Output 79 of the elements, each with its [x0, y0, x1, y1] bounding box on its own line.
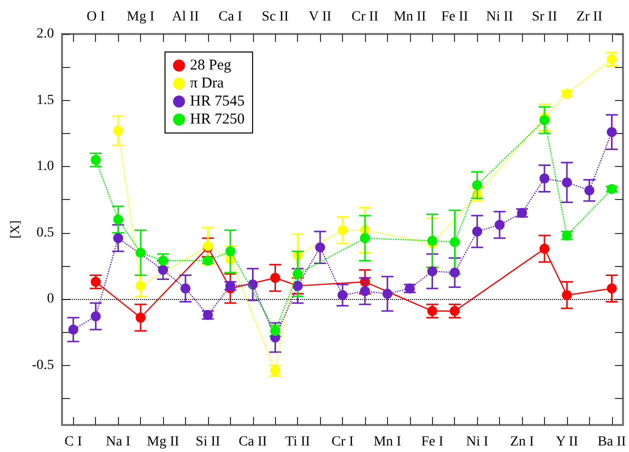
- point: [315, 242, 326, 252]
- point: [606, 283, 617, 294]
- legend-label: HR 7545: [190, 94, 245, 110]
- x-tick-label: V II: [308, 10, 332, 24]
- y-tick-label: -0.5: [32, 358, 54, 373]
- point: [450, 237, 460, 248]
- point: [158, 256, 168, 266]
- x-tick-label: Al II: [172, 10, 200, 24]
- y-tick-label: 1.5: [36, 92, 54, 108]
- point: [584, 185, 594, 196]
- point: [450, 306, 460, 316]
- x-tick-label: Fe I: [421, 434, 444, 450]
- y-tick-label: 1.0: [36, 159, 54, 174]
- point: [180, 283, 190, 294]
- point: [90, 276, 101, 287]
- x-tick-label: Ni I: [466, 434, 489, 450]
- x-tick-label: Ti II: [285, 434, 310, 450]
- x-tick-label: Mn I: [374, 434, 402, 450]
- point: [360, 233, 370, 244]
- point: [248, 280, 258, 290]
- x-tick-label: Cr II: [352, 10, 379, 24]
- point: [136, 312, 146, 323]
- point: [606, 54, 617, 64]
- y-axis-title: [X]: [7, 220, 22, 239]
- point: [113, 126, 124, 136]
- point: [472, 180, 482, 190]
- point: [539, 244, 550, 254]
- x-tick-label: Ni II: [486, 10, 514, 24]
- x-tick-label: Sc II: [262, 10, 289, 24]
- point: [539, 115, 550, 126]
- point: [158, 264, 168, 275]
- x-tick-label: Mg I: [126, 10, 155, 24]
- point: [472, 226, 482, 236]
- point: [606, 184, 617, 194]
- x-tick-label: Sr II: [532, 10, 558, 24]
- point: [427, 306, 438, 316]
- point: [113, 233, 124, 244]
- legend-label: HR 7250: [190, 112, 245, 128]
- x-tick-label: Ca I: [218, 10, 243, 24]
- x-tick-label: Ca II: [238, 434, 268, 450]
- point: [90, 311, 101, 322]
- point: [450, 268, 460, 278]
- x-tick-label: Zn I: [510, 434, 534, 450]
- x-tick-label: C I: [64, 434, 82, 450]
- legend-label: 28 Peg: [190, 58, 232, 74]
- point: [113, 214, 124, 225]
- point: [562, 177, 572, 188]
- point: [494, 220, 505, 230]
- x-tick-label: Ba II: [598, 434, 626, 450]
- point: [427, 266, 438, 276]
- point: [427, 236, 438, 246]
- y-tick-label: 0.5: [36, 225, 54, 240]
- point: [382, 288, 392, 299]
- point: [90, 154, 101, 165]
- point: [562, 88, 572, 99]
- x-tick-label: Cr I: [331, 434, 354, 450]
- y-tick-label: 2.0: [36, 26, 54, 42]
- x-tick-label: Mg II: [146, 434, 180, 450]
- point: [539, 173, 550, 184]
- y-tick-label: 0: [47, 292, 54, 307]
- point: [136, 280, 146, 291]
- legend-label: π Dra: [190, 76, 224, 92]
- x-tick-label: Fe II: [441, 10, 468, 24]
- x-tick-label: Zr II: [576, 10, 603, 24]
- point: [606, 127, 617, 138]
- x-tick-label: Si II: [196, 434, 220, 450]
- x-tick-label: Na I: [106, 434, 131, 450]
- point: [292, 268, 303, 279]
- point: [225, 246, 236, 256]
- point: [68, 324, 78, 335]
- x-tick-label: Y II: [556, 434, 578, 450]
- x-tick-label: O I: [86, 10, 106, 24]
- point: [562, 290, 572, 300]
- point: [338, 225, 348, 236]
- point: [360, 286, 370, 296]
- point: [270, 272, 280, 283]
- point: [338, 290, 348, 300]
- point: [136, 248, 146, 258]
- x-tick-label: Mn II: [394, 10, 426, 24]
